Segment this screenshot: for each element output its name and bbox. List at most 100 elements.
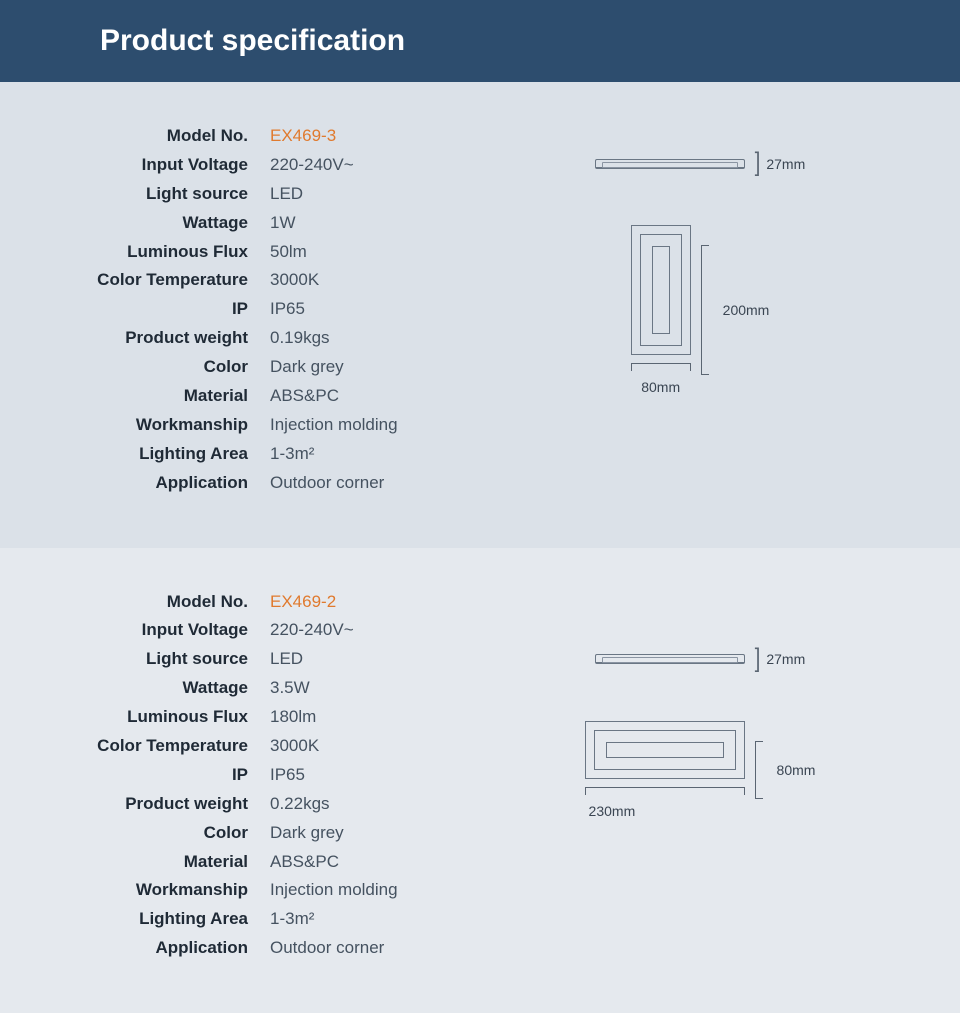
side-view: ] 27mm [595,152,805,175]
page-title: Product specification [100,24,405,57]
spec-value: 3.5W [270,674,310,703]
spec-value: 0.19kgs [270,324,330,353]
spec-value: Outdoor corner [270,469,384,498]
dimension-diagram-2: ] 27mm 230mm 80mm [500,588,900,819]
front-view-shape-inner [640,234,682,346]
spec-row-material: Material ABS&PC [60,382,500,411]
spec-label: Input Voltage [60,151,270,180]
spec-label: Color [60,819,270,848]
spec-value: IP65 [270,295,305,324]
spec-row-lighting-area: Lighting Area 1-3m² [60,905,500,934]
spec-row-workmanship: Workmanship Injection molding [60,411,500,440]
spec-value-model-no: EX469-2 [270,588,336,617]
width-dimension-label: 80mm [641,379,680,395]
height-tick [755,741,769,799]
spec-value: 1-3m² [270,440,314,469]
spec-label: Lighting Area [60,440,270,469]
front-view-shape-inner2 [652,246,670,334]
spec-value: ABS&PC [270,848,339,877]
spec-row-color-temperature: Color Temperature 3000K [60,266,500,295]
spec-value: LED [270,645,303,674]
spec-row-workmanship: Workmanship Injection molding [60,876,500,905]
spec-label: Wattage [60,209,270,238]
spec-value: LED [270,180,303,209]
spec-value: Outdoor corner [270,934,384,963]
front-view-shape-inner2 [606,742,724,758]
spec-label: Color Temperature [60,732,270,761]
width-tick [585,787,745,801]
spec-label: Light source [60,645,270,674]
spec-row-light-source: Light source LED [60,645,500,674]
side-view: ] 27mm [595,648,805,671]
spec-row-input-voltage: Input Voltage 220-240V~ [60,616,500,645]
spec-row-material: Material ABS&PC [60,848,500,877]
spec-label: Material [60,382,270,411]
spec-row-wattage: Wattage 3.5W [60,674,500,703]
spec-row-light-source: Light source LED [60,180,500,209]
spec-label: Workmanship [60,876,270,905]
spec-row-color: Color Dark grey [60,353,500,382]
spec-value: 3000K [270,266,319,295]
width-tick [631,363,691,377]
bracket-icon: ] [755,644,761,674]
spec-row-color: Color Dark grey [60,819,500,848]
side-view-shape [595,159,745,169]
spec-row-luminous-flux: Luminous Flux 50lm [60,238,500,267]
spec-label: Model No. [60,588,270,617]
height-tick [701,245,715,375]
spec-label: Application [60,934,270,963]
spec-label: Light source [60,180,270,209]
spec-label: Model No. [60,122,270,151]
spec-value-model-no: EX469-3 [270,122,336,151]
spec-value: 180lm [270,703,316,732]
spec-label: Lighting Area [60,905,270,934]
spec-row-application: Application Outdoor corner [60,934,500,963]
spec-value: 50lm [270,238,307,267]
front-view-shape [585,721,745,779]
page-header: Product specification [0,0,960,82]
spec-value: 1W [270,209,296,238]
spec-value: 220-240V~ [270,616,354,645]
spec-label: Product weight [60,790,270,819]
spec-value: ABS&PC [270,382,339,411]
spec-label: Material [60,848,270,877]
front-view-shape [631,225,691,355]
spec-table: Model No. EX469-3 Input Voltage 220-240V… [60,122,500,498]
spec-value: Injection molding [270,876,398,905]
height-dimension-label: 200mm [723,302,770,318]
height-dimension-label: 80mm [777,762,816,778]
spec-value: IP65 [270,761,305,790]
spec-label: Color [60,353,270,382]
spec-label: IP [60,295,270,324]
spec-label: Color Temperature [60,266,270,295]
spec-label: Luminous Flux [60,238,270,267]
spec-row-product-weight: Product weight 0.19kgs [60,324,500,353]
spec-row-model-no: Model No. EX469-3 [60,122,500,151]
front-view: 230mm 80mm [585,721,816,819]
width-dimension-label: 230mm [589,803,636,819]
spec-row-wattage: Wattage 1W [60,209,500,238]
spec-label: Workmanship [60,411,270,440]
spec-row-color-temperature: Color Temperature 3000K [60,732,500,761]
spec-value: 1-3m² [270,905,314,934]
front-view-shape-inner [594,730,736,770]
side-view-shape [595,654,745,664]
depth-dimension-label: 27mm [766,651,805,667]
spec-label: IP [60,761,270,790]
spec-label: Luminous Flux [60,703,270,732]
dimension-diagram-1: ] 27mm 80mm 200mm [500,122,900,395]
spec-row-input-voltage: Input Voltage 220-240V~ [60,151,500,180]
spec-row-ip: IP IP65 [60,295,500,324]
spec-label: Application [60,469,270,498]
spec-section-2: Model No. EX469-2 Input Voltage 220-240V… [0,548,960,1013]
front-view-column: 230mm [585,721,745,819]
spec-value: Dark grey [270,353,344,382]
spec-section-1: Model No. EX469-3 Input Voltage 220-240V… [0,82,960,548]
spec-row-luminous-flux: Luminous Flux 180lm [60,703,500,732]
spec-row-ip: IP IP65 [60,761,500,790]
spec-table: Model No. EX469-2 Input Voltage 220-240V… [60,588,500,964]
spec-value: 3000K [270,732,319,761]
spec-label: Wattage [60,674,270,703]
spec-value: Dark grey [270,819,344,848]
spec-row-application: Application Outdoor corner [60,469,500,498]
